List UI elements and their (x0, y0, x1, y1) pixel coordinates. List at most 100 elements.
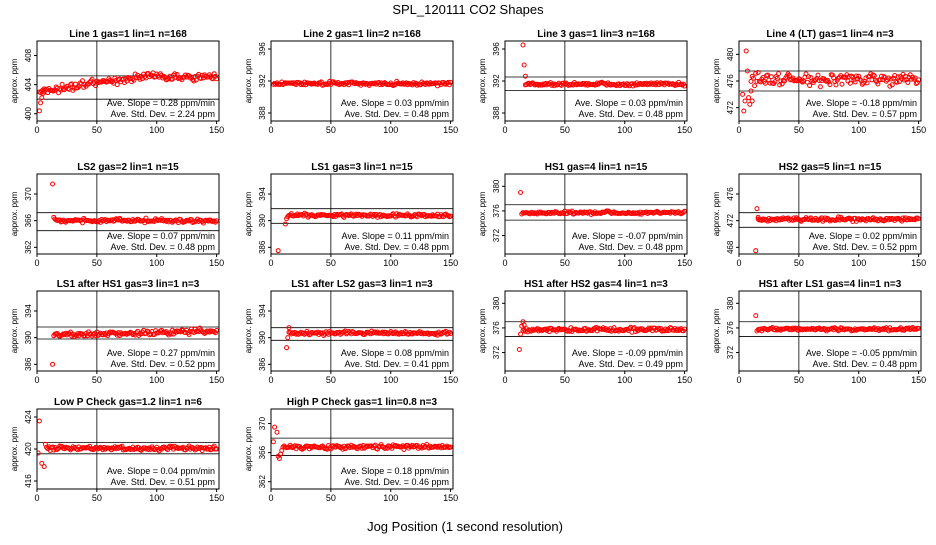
data-point (853, 73, 859, 79)
y-tick-label: 390 (24, 330, 33, 344)
plot-frame (36, 290, 220, 372)
data-point (748, 88, 754, 94)
y-tick-label: 394 (24, 304, 33, 318)
data-point (274, 429, 280, 435)
data-point (401, 446, 407, 452)
y-tick-label: 376 (492, 204, 501, 218)
x-tick-label: 150 (677, 125, 692, 135)
data-point (522, 73, 528, 79)
data-point (446, 329, 452, 335)
data-point (44, 444, 50, 450)
panel-title: HS1 gas=4 lin=1 n=15 (545, 162, 648, 173)
x-tick-label: 50 (794, 125, 804, 135)
y-tick-label: 372 (492, 228, 501, 242)
data-point (747, 101, 753, 107)
data-point (285, 335, 291, 341)
data-point (761, 216, 767, 222)
data-points-group (271, 424, 453, 461)
data-point (520, 328, 526, 334)
data-point (816, 77, 822, 83)
x-tick-label: 50 (794, 258, 804, 268)
x-tick-label: 50 (92, 375, 102, 385)
x-tick-label: 100 (149, 258, 164, 268)
x-tick-label: 100 (149, 125, 164, 135)
panel-title: Line 1 gas=1 lin=1 n=168 (69, 29, 187, 40)
y-tick-label: 390 (258, 330, 267, 344)
data-points-group (271, 78, 453, 89)
data-point (544, 82, 550, 88)
slope-annotation: Ave. Slope = 0.28 ppm/min (107, 98, 215, 108)
data-point (37, 108, 42, 114)
stddev-annotation: Ave. Std. Dev. = 0.51 ppm (111, 477, 215, 487)
data-point (211, 443, 217, 449)
y-tick-label: 390 (258, 213, 267, 227)
x-tick-label: 50 (560, 375, 570, 385)
data-point (748, 78, 754, 84)
data-point (137, 76, 143, 82)
y-axis-label: approx. ppm (10, 58, 19, 103)
panel-title: HS1 after LS1 gas=4 lin=1 n=3 (759, 279, 902, 290)
data-point (39, 95, 45, 101)
y-tick-label: 420 (24, 442, 33, 456)
stddev-annotation: Ave. Std. Dev. = 0.48 ppm (813, 359, 917, 369)
plot-frame (738, 290, 922, 372)
data-point (599, 79, 605, 85)
panel-title: HS1 after HS2 gas=4 lin=1 n=3 (524, 279, 668, 290)
x-tick-label: 150 (911, 375, 926, 385)
plot-frame (36, 40, 220, 122)
y-tick-label: 468 (726, 240, 735, 254)
x-tick-label: 150 (443, 125, 458, 135)
data-point (847, 80, 853, 86)
data-point (519, 323, 525, 329)
y-tick-label: 372 (492, 345, 501, 359)
x-tick-label: 0 (268, 125, 273, 135)
data-point (852, 79, 858, 85)
y-axis-label: approx. ppm (244, 58, 253, 103)
data-point (777, 217, 783, 223)
data-point (302, 210, 308, 216)
data-point (186, 331, 192, 337)
panel-title: LS1 after HS1 gas=3 lin=1 n=3 (57, 279, 200, 290)
data-point (829, 72, 835, 78)
data-point (446, 82, 452, 88)
y-axis-label: approx. ppm (712, 58, 721, 103)
x-tick-label: 50 (326, 375, 336, 385)
data-point (805, 74, 811, 80)
x-tick-label: 150 (209, 375, 224, 385)
stddev-annotation: Ave. Std. Dev. = 0.48 ppm (111, 242, 215, 252)
y-axis-label: approx. ppm (478, 308, 487, 353)
data-points-group (37, 418, 219, 470)
y-tick-label: 366 (24, 213, 33, 227)
y-axis-label: approx. ppm (712, 308, 721, 353)
slope-annotation: Ave. Slope = 0.11 ppm/min (342, 231, 449, 241)
x-tick-label: 50 (560, 125, 570, 135)
data-point (752, 83, 758, 89)
x-tick-label: 50 (92, 493, 102, 503)
x-tick-label: 0 (34, 258, 39, 268)
y-axis-label: approx. ppm (244, 426, 253, 471)
x-tick-label: 0 (736, 125, 741, 135)
y-tick-label: 386 (24, 357, 33, 371)
data-point (790, 217, 796, 223)
x-tick-label: 150 (911, 258, 926, 268)
panel-title: LS1 gas=3 lin=1 n=15 (311, 162, 413, 173)
x-tick-label: 100 (149, 375, 164, 385)
data-point (516, 346, 522, 352)
data-points-group (284, 325, 453, 351)
x-tick-label: 0 (34, 375, 39, 385)
panel-6: LS1 gas=3 lin=1 n=15 0 50 100 150 386 390 394 ap… (244, 162, 458, 268)
panel-12: HS1 after LS1 gas=4 lin=1 n=3 0 50 100 150 37… (712, 279, 926, 385)
data-point (881, 74, 887, 80)
x-tick-label: 100 (383, 258, 398, 268)
y-tick-label: 392 (258, 74, 267, 88)
data-point (807, 83, 813, 89)
data-point (753, 70, 759, 76)
plot-frame (504, 290, 688, 372)
y-axis-label: approx. ppm (478, 191, 487, 236)
data-point (80, 220, 85, 226)
data-point (162, 330, 168, 336)
data-point (284, 345, 290, 351)
data-points-group (37, 70, 219, 114)
slope-annotation: Ave. Slope = 0.04 ppm/min (107, 466, 215, 476)
